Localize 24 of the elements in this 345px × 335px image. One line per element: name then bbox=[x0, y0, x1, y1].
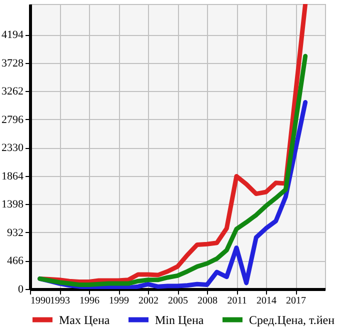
legend-label: Min Цена bbox=[155, 312, 204, 327]
y-tick-label: 2796 bbox=[2, 114, 24, 126]
x-tick-label: 2002 bbox=[138, 296, 158, 306]
x-tick-label: 2005 bbox=[168, 296, 188, 306]
x-tick-label: 2014 bbox=[256, 296, 276, 306]
y-tick-label: 1864 bbox=[2, 170, 24, 182]
line-series bbox=[38, 54, 308, 288]
legend-label: Сред.Цена, т.йен bbox=[249, 312, 336, 327]
y-tick-label: 466 bbox=[7, 255, 24, 268]
legend-label: Max Цена bbox=[59, 312, 110, 327]
y-tick-label: 3728 bbox=[2, 57, 24, 70]
x-tick-label: 1999 bbox=[109, 296, 129, 306]
x-tick-label: 2017 bbox=[286, 296, 306, 306]
x-tick-label: 2011 bbox=[227, 296, 247, 306]
x-tick-label: 2008 bbox=[198, 296, 218, 306]
x-tick-label: 1996 bbox=[80, 296, 100, 306]
y-tick-label: 0 bbox=[18, 284, 24, 296]
x-tick-label: 1993 bbox=[50, 296, 70, 306]
y-tick-label: 3262 bbox=[2, 86, 24, 98]
x-tick-label: 1990 bbox=[30, 296, 50, 306]
y-tick-label: 2330 bbox=[2, 142, 24, 154]
y-tick-label: 932 bbox=[7, 226, 24, 239]
y-tick-label: 4194 bbox=[2, 29, 24, 42]
y-tick-label: 1398 bbox=[2, 198, 24, 211]
